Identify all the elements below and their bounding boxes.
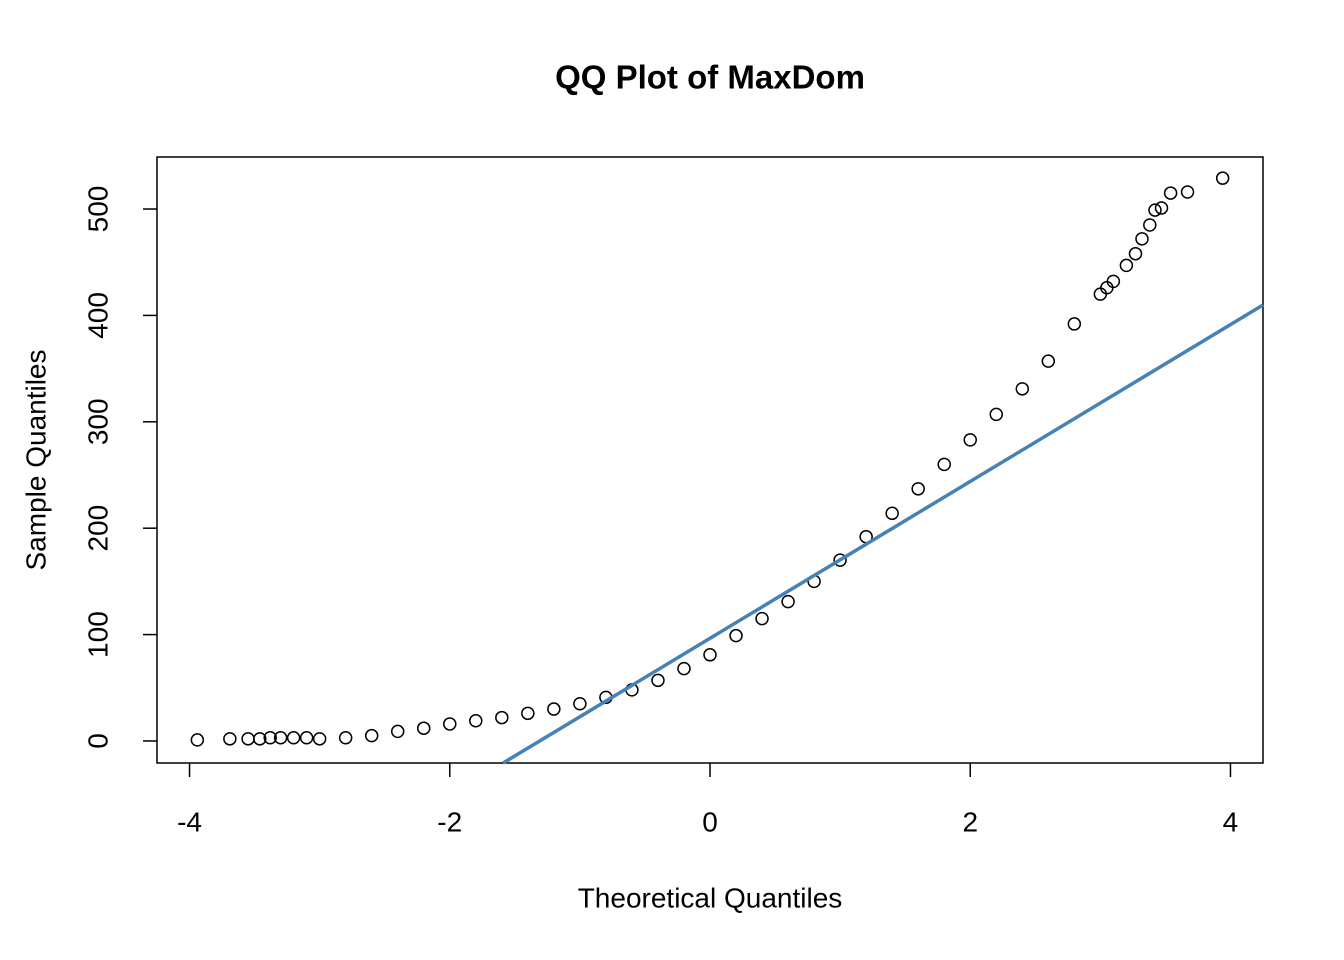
point	[241, 732, 255, 746]
point	[911, 482, 925, 496]
point	[573, 696, 587, 711]
point	[677, 661, 691, 676]
point	[312, 732, 327, 746]
point	[547, 702, 561, 716]
chart-title: QQ Plot of MaxDom	[555, 59, 865, 96]
point	[223, 732, 237, 746]
y-tick-label: 0	[82, 733, 113, 749]
point	[469, 714, 483, 728]
point	[755, 611, 769, 626]
plot-frame	[156, 156, 1264, 764]
point	[651, 673, 665, 688]
point	[1041, 354, 1056, 368]
point	[273, 731, 288, 745]
point	[495, 710, 509, 725]
point	[1100, 281, 1114, 295]
point	[1180, 185, 1195, 199]
y-tick-label: 200	[82, 505, 113, 552]
point	[1148, 203, 1162, 217]
point	[1215, 171, 1230, 185]
point	[1143, 218, 1157, 232]
point	[937, 457, 951, 472]
point	[364, 728, 379, 743]
y-tick-label: 300	[82, 398, 113, 445]
point	[443, 717, 457, 731]
point	[338, 731, 353, 745]
point	[190, 733, 205, 747]
point	[1154, 201, 1169, 215]
point	[521, 706, 535, 721]
y-tick-label: 100	[82, 611, 113, 658]
reference-line	[502, 303, 1264, 765]
point	[390, 724, 405, 739]
y-tick-label: 400	[82, 292, 113, 339]
point	[253, 732, 267, 746]
point	[416, 721, 431, 735]
point	[729, 628, 743, 643]
point	[1093, 287, 1108, 301]
point	[1128, 246, 1143, 261]
x-tick-label: 4	[1223, 806, 1239, 837]
point	[1119, 258, 1134, 273]
x-tick-label: 0	[702, 806, 718, 837]
point	[703, 648, 717, 662]
y-axis-label: Sample Quantiles	[20, 349, 51, 570]
point	[963, 433, 977, 447]
y-tick-label: 500	[82, 186, 113, 233]
point	[989, 407, 1004, 422]
point	[286, 731, 301, 745]
point	[1015, 382, 1030, 396]
x-tick-label: 2	[962, 806, 978, 837]
x-tick-label: -4	[177, 806, 202, 837]
point	[781, 594, 795, 609]
point	[885, 506, 899, 521]
point	[833, 553, 847, 567]
point	[1106, 274, 1121, 289]
x-tick-label: -2	[437, 806, 462, 837]
point	[1067, 317, 1082, 331]
point	[263, 731, 277, 745]
x-axis-label: Theoretical Quantiles	[578, 882, 843, 913]
point	[1135, 232, 1149, 246]
point	[1163, 186, 1178, 200]
point	[299, 731, 314, 745]
